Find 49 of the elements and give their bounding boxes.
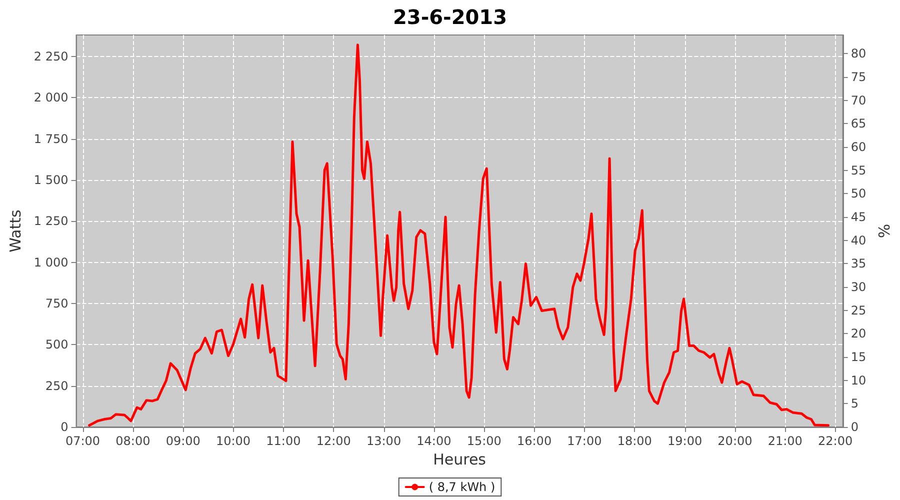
x-tick-label: 10:00 (216, 434, 251, 448)
x-tick-label: 07:00 (65, 434, 100, 448)
x-tick-label: 20:00 (718, 434, 752, 448)
x-tick-label: 15:00 (466, 434, 502, 448)
y-axis-title: Watts (6, 210, 24, 252)
x-tick-label: 18:00 (617, 434, 652, 448)
y2-tick-label: 35 (850, 256, 866, 271)
y2-tick-label: 50 (850, 186, 866, 201)
x-tick-label: 08:00 (116, 434, 150, 448)
x-tick-label: 13:00 (366, 434, 402, 448)
x-tick-label: 09:00 (166, 434, 200, 448)
x-tick-label: 12:00 (316, 434, 351, 448)
y2-tick-label: 40 (850, 233, 866, 248)
y-tick-label: 2 000 (34, 90, 68, 105)
y2-tick-label: 25 (850, 303, 866, 318)
y2-tick-label: 55 (850, 163, 866, 178)
y-tick-label: 2 250 (34, 49, 68, 64)
y2-tick-label: 65 (850, 116, 866, 131)
y-tick-label: 500 (45, 338, 68, 352)
y-tick-label: 1 500 (34, 172, 68, 187)
x-axis-title: Heures (433, 450, 486, 468)
y2-tick-label: 60 (850, 140, 866, 154)
y-tick-label: 1 250 (34, 214, 68, 228)
y2-tick-label: 20 (850, 326, 866, 341)
y-tick-label: 1 750 (34, 132, 68, 146)
line-series (88, 44, 830, 427)
y2-tick-label: 75 (850, 70, 866, 84)
y2-tick-label: 0 (850, 420, 858, 434)
y-tick-label: 0 (60, 420, 68, 434)
y2-tick-label: 30 (850, 280, 866, 294)
y2-tick-label: 5 (850, 396, 858, 411)
legend-label: ( 8,7 kWh ) (428, 480, 496, 494)
y2-tick-label: 15 (850, 350, 866, 364)
x-tick-label: 17:00 (567, 434, 602, 448)
chart-title: 23-6-2013 (392, 5, 508, 29)
y-tick-label: 1 000 (34, 255, 68, 270)
x-tick-label: 16:00 (516, 434, 552, 448)
y2-tick-label: 45 (850, 210, 866, 224)
x-tick-label: 21:00 (768, 434, 802, 448)
y2-tick-label: 70 (850, 93, 866, 108)
x-tick-label: 22:00 (818, 434, 853, 448)
x-tick-label: 14:00 (416, 434, 452, 448)
x-tick-label: 11:00 (266, 434, 301, 448)
y2-axis-title: % (876, 224, 894, 238)
y-tick-label: 750 (45, 296, 68, 310)
y-tick-label: 250 (45, 378, 68, 393)
y2-tick-label: 80 (850, 46, 866, 61)
y2-tick-label: 10 (850, 373, 866, 388)
x-tick-label: 19:00 (668, 434, 702, 448)
